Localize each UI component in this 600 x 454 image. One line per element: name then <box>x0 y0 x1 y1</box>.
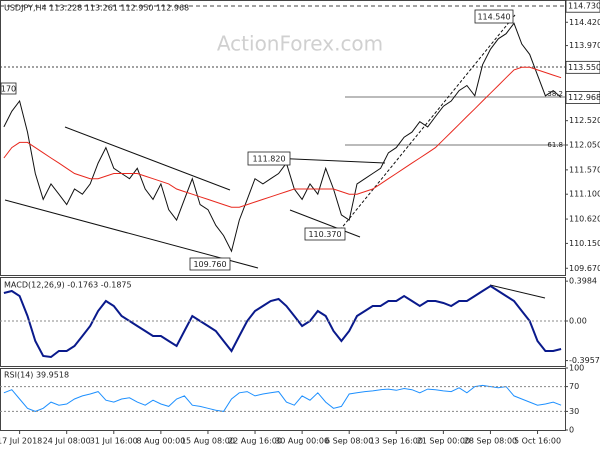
price-marker-label: 112.968 <box>568 93 600 102</box>
macd-panel <box>0 277 566 367</box>
x-tick-label: 21 Sep 00:00 <box>417 437 470 446</box>
fib-label: 61.8 <box>547 141 563 149</box>
y-tick-label: 112.050 <box>569 141 600 150</box>
trend-line <box>4 199 259 269</box>
price-title: USDJPY,H4 113.228 113.261 112.950 112.96… <box>4 4 189 13</box>
y-tick-label: -0.3957 <box>569 356 600 365</box>
y-tick-label: 109.670 <box>569 264 600 273</box>
price-marker <box>565 60 600 74</box>
x-tick-label: 30 Aug 00:00 <box>275 437 329 446</box>
x-tick-label: 22 Aug 16:00 <box>228 437 282 446</box>
annotation-box <box>247 151 291 166</box>
price-marker <box>565 0 600 13</box>
y-tick-label: 0.00 <box>569 317 587 326</box>
x-tick-label: 6 Sep 08:00 <box>325 437 373 446</box>
y-tick-label: 111.100 <box>569 190 600 199</box>
annotation: 114.540 <box>477 13 510 22</box>
x-tick-label: 8 Aug 00:00 <box>136 437 185 446</box>
y-tick-label: 110.620 <box>569 215 600 224</box>
annotation: 110.370 <box>308 230 341 239</box>
series-line <box>3 384 562 412</box>
trend-line <box>64 126 231 191</box>
y-tick-label: 0.3984 <box>569 277 597 286</box>
annotation-box <box>474 9 514 24</box>
x-tick-label: 5 Oct 16:00 <box>514 437 561 446</box>
x-tick-label: 13 Sep 16:00 <box>370 437 423 446</box>
series-line <box>3 284 562 359</box>
annotation: 111.820 <box>252 155 285 164</box>
rsi-title: RSI(14) 39.9518 <box>4 371 69 380</box>
rsi-panel <box>0 368 566 431</box>
x-tick-label: 31 Jul 16:00 <box>90 437 138 446</box>
x-tick-label: 17 Jul 2018 <box>0 437 42 446</box>
annotation-box <box>189 257 231 271</box>
price-marker <box>565 91 600 104</box>
x-tick-label: 28 Sep 08:00 <box>464 437 517 446</box>
price-marker-label: 114.730 <box>568 2 600 11</box>
macd-title: MACD(12,26,9) -0.1763 -0.1875 <box>4 281 132 290</box>
price-marker-label: 113.550 <box>568 63 600 72</box>
annotation-box <box>304 227 346 241</box>
trend-line <box>489 284 546 299</box>
x-tick-label: 15 Aug 08:00 <box>181 437 235 446</box>
y-tick-label: 110.150 <box>569 239 600 248</box>
annotation-box <box>0 82 17 95</box>
y-tick-label: 113.970 <box>569 41 600 50</box>
fib-label: 38.2 <box>547 90 563 98</box>
y-tick-label: 112.520 <box>569 116 600 125</box>
y-tick-label: 114.420 <box>569 18 600 27</box>
annotation: 109.760 <box>193 260 226 269</box>
y-tick-label: 30 <box>569 407 579 416</box>
y-tick-label: 100 <box>569 364 584 373</box>
plots <box>3 22 562 412</box>
annotation: 170 <box>1 85 16 94</box>
trend-line <box>339 14 516 231</box>
series-line <box>3 22 562 253</box>
y-tick-label: 0 <box>569 426 574 435</box>
series-line <box>3 66 562 208</box>
y-tick-label: 70 <box>569 382 579 391</box>
trend-line <box>289 209 361 238</box>
x-tick-label: 24 Jul 08:00 <box>43 437 91 446</box>
watermark: ActionForex.com <box>217 32 383 56</box>
y-tick-label: 111.570 <box>569 165 600 174</box>
